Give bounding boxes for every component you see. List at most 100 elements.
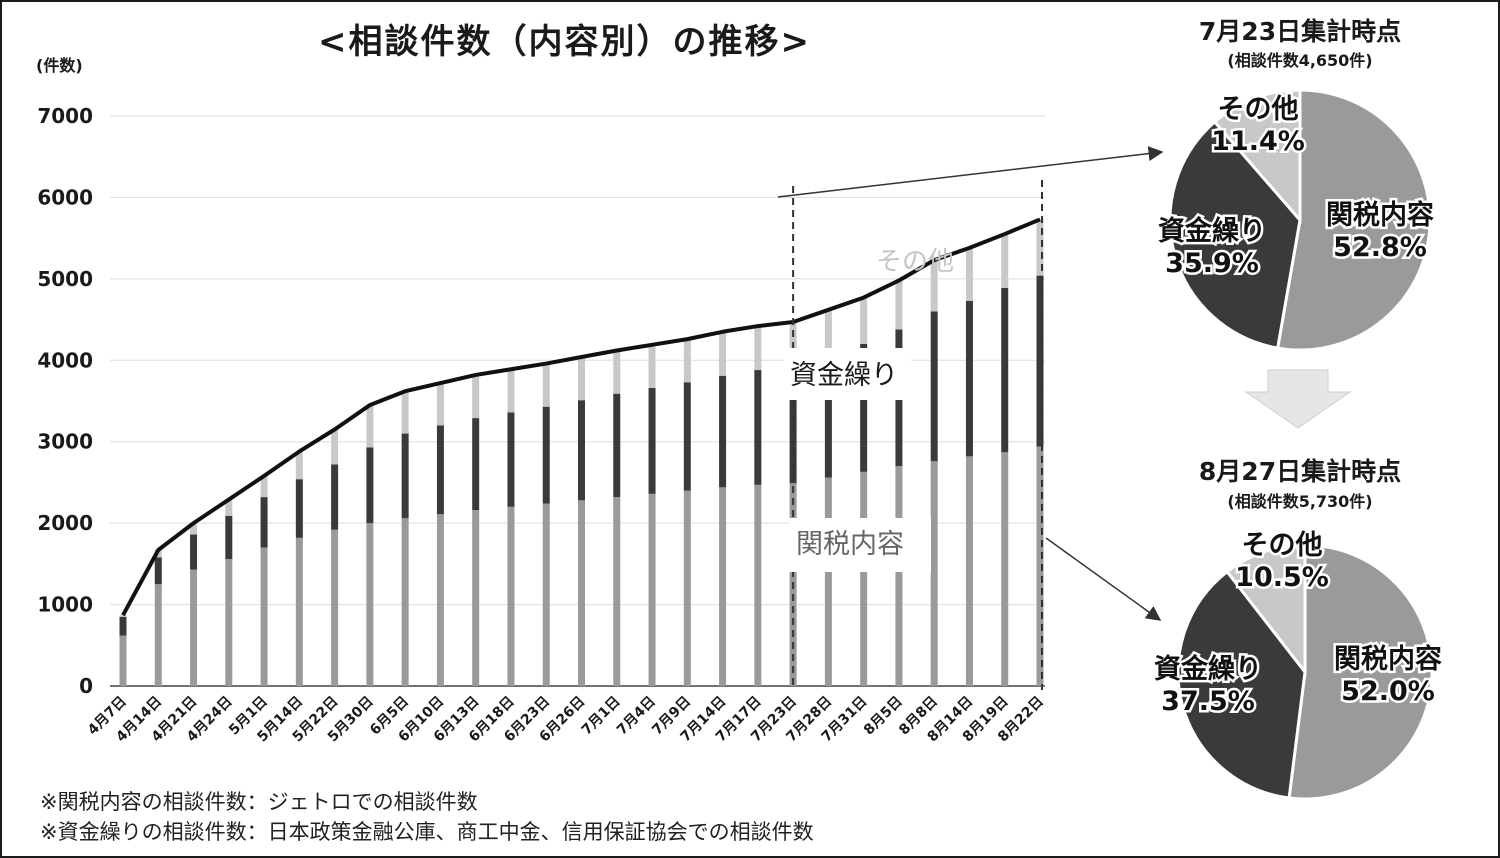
bar-other-7月17日 bbox=[754, 326, 762, 371]
bar-funding-7月9日 bbox=[683, 382, 691, 491]
bar-other-5月22日 bbox=[331, 429, 339, 465]
x-tick-label: 8月5日 bbox=[861, 694, 906, 739]
bar-tariff-5月14日 bbox=[295, 537, 303, 686]
bar-other-7月1日 bbox=[613, 350, 621, 394]
y-tick-label: 7000 bbox=[37, 104, 93, 128]
bar-other-6月5日 bbox=[401, 391, 409, 434]
bar-funding-4月14日 bbox=[154, 557, 162, 585]
bar-funding-8月22日 bbox=[1036, 275, 1044, 447]
bar-funding-5月14日 bbox=[295, 479, 303, 538]
bar-other-8月5日 bbox=[895, 280, 903, 330]
bar-tariff-8月14日 bbox=[965, 456, 973, 686]
pie1-label-tariff: 関税内容 bbox=[1326, 199, 1434, 231]
bar-other-7月4日 bbox=[648, 344, 656, 388]
x-tick-label: 7月1日 bbox=[579, 694, 624, 739]
bar-other-7月9日 bbox=[683, 339, 691, 383]
pie1-slice-funding bbox=[1168, 119, 1302, 350]
bar-funding-7月4日 bbox=[648, 387, 656, 494]
bar-funding-4月21日 bbox=[190, 534, 198, 570]
bar-other-6月13日 bbox=[472, 374, 480, 419]
bar-funding-8月19日 bbox=[1001, 287, 1009, 453]
bar-other-5月30日 bbox=[366, 405, 374, 448]
y-tick-label: 6000 bbox=[37, 185, 93, 209]
y-tick-label: 0 bbox=[79, 674, 93, 698]
label-funding: 資金繰り bbox=[790, 360, 898, 391]
label-bg-funding bbox=[783, 348, 911, 400]
bar-tariff-8月19日 bbox=[1001, 452, 1009, 686]
bar-tariff-7月28日 bbox=[824, 477, 832, 686]
bar-other-8月22日 bbox=[1036, 219, 1044, 276]
bar-tariff-7月9日 bbox=[683, 490, 691, 686]
bar-funding-5月30日 bbox=[366, 447, 374, 524]
bar-funding-7月28日 bbox=[824, 355, 832, 478]
bar-tariff-6月13日 bbox=[472, 510, 480, 686]
bar-other-6月23日 bbox=[542, 363, 550, 407]
bar-funding-5月1日 bbox=[260, 497, 268, 548]
bar-tariff-8月8日 bbox=[930, 461, 938, 686]
bar-other-7月14日 bbox=[719, 331, 727, 376]
pie2-value-funding: 37.5% bbox=[1161, 686, 1255, 717]
down-arrow bbox=[1244, 369, 1352, 429]
bar-funding-4月24日 bbox=[225, 515, 233, 559]
bar-other-7月31日 bbox=[860, 297, 868, 344]
y-tick-label: 3000 bbox=[37, 430, 93, 454]
pie1-subtitle: (相談件数4,650件) bbox=[1227, 51, 1373, 70]
bar-other-8月14日 bbox=[965, 247, 973, 301]
bar-tariff-7月4日 bbox=[648, 493, 656, 686]
pie1-slice-other bbox=[1212, 88, 1302, 225]
bar-funding-7月1日 bbox=[613, 393, 621, 498]
pie2-label-tariff: 関税内容 bbox=[1334, 643, 1442, 675]
x-tick-label: 7月4日 bbox=[614, 694, 659, 739]
pie1-value-funding: 35.9% bbox=[1165, 248, 1259, 279]
bar-tariff-7月14日 bbox=[719, 487, 727, 686]
pie2-slice-other bbox=[1225, 543, 1307, 677]
pie1-title: 7月23日集計時点 bbox=[1198, 17, 1402, 46]
bar-funding-6月5日 bbox=[401, 433, 409, 519]
bar-tariff-6月26日 bbox=[578, 500, 585, 686]
footnote-funding: ※資金繰りの相談件数：日本政策金融公庫、商工中金、信用保証協会での相談件数 bbox=[40, 820, 814, 844]
bar-funding-5月22日 bbox=[331, 464, 339, 530]
bar-tariff-6月18日 bbox=[507, 506, 515, 686]
arrow-to-pie2 bbox=[1045, 537, 1162, 621]
pie2-slice-funding bbox=[1176, 569, 1307, 800]
y-tick-label: 1000 bbox=[37, 593, 93, 617]
bar-tariff-5月30日 bbox=[366, 523, 374, 686]
arrow-to-pie1 bbox=[777, 146, 1164, 198]
bar-tariff-8月22日 bbox=[1036, 446, 1044, 686]
pie1-label-funding: 資金繰り bbox=[1158, 215, 1266, 247]
bar-tariff-5月22日 bbox=[331, 529, 339, 686]
footnote-tariff: ※関税内容の相談件数：ジェトロでの相談件数 bbox=[40, 790, 478, 814]
bar-other-4月24日 bbox=[225, 499, 233, 516]
bar-tariff-4月21日 bbox=[190, 569, 198, 686]
bar-funding-7月23日 bbox=[789, 366, 797, 484]
label-bg-tariff bbox=[789, 518, 931, 572]
bar-funding-6月23日 bbox=[542, 406, 550, 504]
bar-funding-8月8日 bbox=[930, 311, 938, 462]
bar-tariff-5月1日 bbox=[260, 547, 268, 686]
bar-funding-6月18日 bbox=[507, 412, 515, 507]
bar-tariff-7月17日 bbox=[754, 484, 762, 686]
bar-tariff-4月24日 bbox=[225, 558, 233, 686]
label-other: その他 bbox=[876, 247, 954, 277]
pie1-value-other: 11.4% bbox=[1211, 126, 1305, 157]
bar-tariff-8月5日 bbox=[895, 466, 903, 686]
chart-title: <相談件数（内容別）の推移> bbox=[318, 22, 811, 62]
bar-other-6月10日 bbox=[436, 383, 444, 426]
bar-tariff-6月10日 bbox=[436, 514, 444, 686]
bar-funding-4月7日 bbox=[119, 616, 127, 636]
y-tick-label: 5000 bbox=[37, 267, 93, 291]
pie1-value-tariff: 52.8% bbox=[1333, 232, 1427, 263]
pie2-title: 8月27日集計時点 bbox=[1198, 457, 1402, 486]
bar-other-4月7日 bbox=[119, 615, 127, 617]
bar-funding-7月14日 bbox=[719, 375, 727, 488]
y-tick-label: 4000 bbox=[37, 348, 93, 372]
bar-other-4月21日 bbox=[190, 523, 198, 535]
bar-funding-6月10日 bbox=[436, 425, 444, 515]
bar-other-6月26日 bbox=[578, 357, 585, 401]
bar-tariff-4月7日 bbox=[119, 635, 127, 686]
pie2-label-funding: 資金繰り bbox=[1154, 653, 1262, 685]
bar-tariff-6月23日 bbox=[542, 503, 550, 686]
pie1-label-other: その他 bbox=[1218, 94, 1299, 125]
bar-tariff-4月14日 bbox=[154, 584, 162, 686]
